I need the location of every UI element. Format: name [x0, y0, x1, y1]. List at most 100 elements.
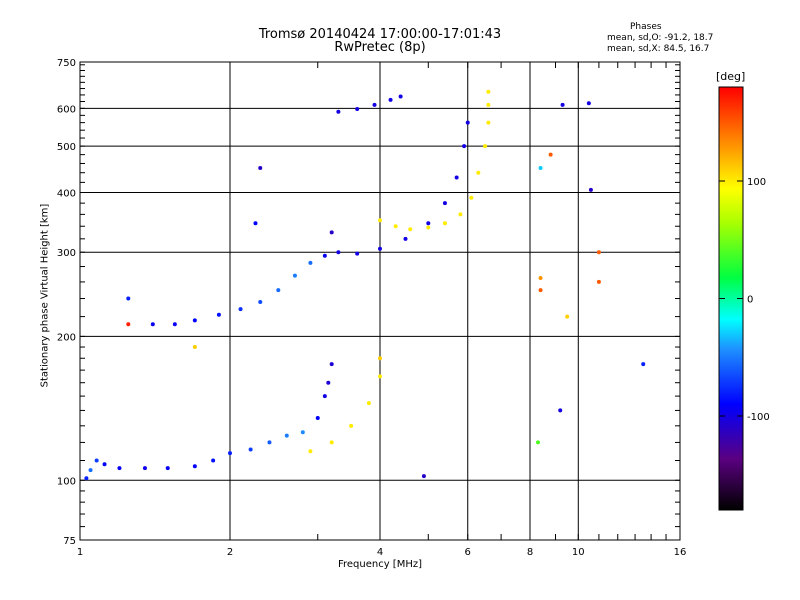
- data-point: [192, 464, 197, 469]
- data-point: [88, 468, 93, 473]
- data-point: [336, 109, 341, 114]
- colorbar-ticks: 100 0 -100: [719, 177, 770, 423]
- data-point: [211, 458, 216, 463]
- data-point: [403, 236, 408, 241]
- data-point: [165, 466, 170, 471]
- y-tick-label: 75: [63, 536, 76, 547]
- data-point: [366, 401, 371, 406]
- data-point: [408, 227, 413, 232]
- x-axis-label: Frequency [MHz]: [337, 559, 423, 570]
- data-point: [258, 166, 263, 171]
- data-point: [372, 102, 377, 107]
- data-point: [228, 451, 232, 456]
- axis-ticks: 1 2 4 6 8 10 16 75 100 200 300 400 500 600 750: [57, 58, 686, 558]
- data-point: [84, 476, 89, 481]
- data-point: [142, 466, 147, 471]
- data-point: [308, 449, 313, 454]
- y-tick-label: 400: [57, 188, 76, 199]
- y-tick-label: 600: [57, 104, 76, 115]
- data-point: [329, 230, 334, 235]
- data-point: [558, 408, 563, 413]
- y-tick-label: 100: [57, 476, 76, 487]
- data-point: [258, 300, 263, 305]
- x-tick-label: 1: [77, 547, 83, 558]
- data-point: [326, 380, 331, 385]
- x-tick-label: 8: [527, 547, 533, 558]
- colorbar-tick-label: 100: [747, 177, 766, 188]
- data-point: [458, 212, 463, 217]
- plot-frame: [79, 61, 681, 541]
- y-tick-label: 750: [57, 58, 76, 69]
- data-point: [548, 152, 553, 157]
- data-point: [329, 362, 334, 367]
- data-point: [126, 296, 131, 301]
- data-point: [94, 458, 99, 463]
- data-point: [322, 253, 327, 258]
- data-point: [588, 187, 593, 192]
- grid-lines: [80, 62, 680, 540]
- data-point: [355, 251, 360, 256]
- data-point: [276, 288, 281, 293]
- y-tick-label: 300: [57, 248, 76, 259]
- data-point: [538, 275, 543, 280]
- legend-o-mode: mean, sd,O: -91.2, 18.7: [607, 33, 714, 43]
- data-point: [454, 175, 459, 180]
- data-point: [349, 423, 354, 428]
- data-point: [486, 102, 491, 107]
- data-point: [586, 101, 591, 106]
- data-point: [192, 318, 197, 323]
- data-point: [355, 107, 360, 112]
- data-point: [465, 120, 470, 125]
- data-point: [388, 97, 393, 102]
- data-point: [284, 433, 289, 438]
- data-point: [476, 170, 481, 175]
- chart-title: Tromsø 20140424 17:00:00-17:01:43: [258, 27, 502, 42]
- data-point: [336, 250, 341, 255]
- data-point: [126, 322, 131, 327]
- x-tick-label: 6: [465, 547, 471, 558]
- data-point: [329, 440, 334, 445]
- data-point: [421, 474, 426, 479]
- legend-heading: Phases: [630, 22, 662, 32]
- data-point: [393, 224, 398, 229]
- data-point: [483, 144, 488, 149]
- data-point: [315, 415, 320, 420]
- data-point: [172, 322, 177, 327]
- data-point: [292, 273, 297, 278]
- data-point: [442, 201, 447, 206]
- chart-subtitle: RwPretec (8p): [334, 40, 426, 55]
- data-point: [150, 322, 155, 327]
- data-point: [565, 314, 570, 319]
- x-tick-label: 4: [377, 547, 383, 558]
- colorbar-unit-label: [deg]: [716, 70, 746, 83]
- data-point: [462, 144, 467, 149]
- data-point: [253, 221, 258, 226]
- colorbar-tick-label: 0: [747, 295, 753, 306]
- data-point: [102, 462, 107, 467]
- data-point: [308, 260, 313, 265]
- data-point: [267, 440, 272, 445]
- data-point: [596, 279, 601, 284]
- scatter-points: [84, 89, 646, 481]
- y-tick-label: 200: [57, 332, 76, 343]
- colorbar-tick-label: -100: [747, 412, 770, 423]
- data-point: [486, 89, 491, 94]
- data-point: [596, 250, 601, 255]
- data-point: [378, 356, 382, 361]
- data-point: [378, 374, 382, 379]
- data-point: [426, 225, 431, 230]
- data-point: [216, 312, 221, 317]
- data-point: [117, 466, 122, 471]
- data-point: [238, 307, 243, 312]
- data-point: [378, 218, 382, 223]
- x-tick-label: 16: [674, 547, 687, 558]
- data-point: [248, 447, 253, 452]
- x-tick-label: 10: [572, 547, 585, 558]
- data-point: [560, 102, 565, 107]
- data-point: [641, 362, 646, 367]
- data-point: [538, 166, 543, 171]
- legend-x-mode: mean, sd,X: 84.5, 16.7: [607, 44, 710, 54]
- data-point: [300, 430, 305, 435]
- data-point: [538, 288, 543, 293]
